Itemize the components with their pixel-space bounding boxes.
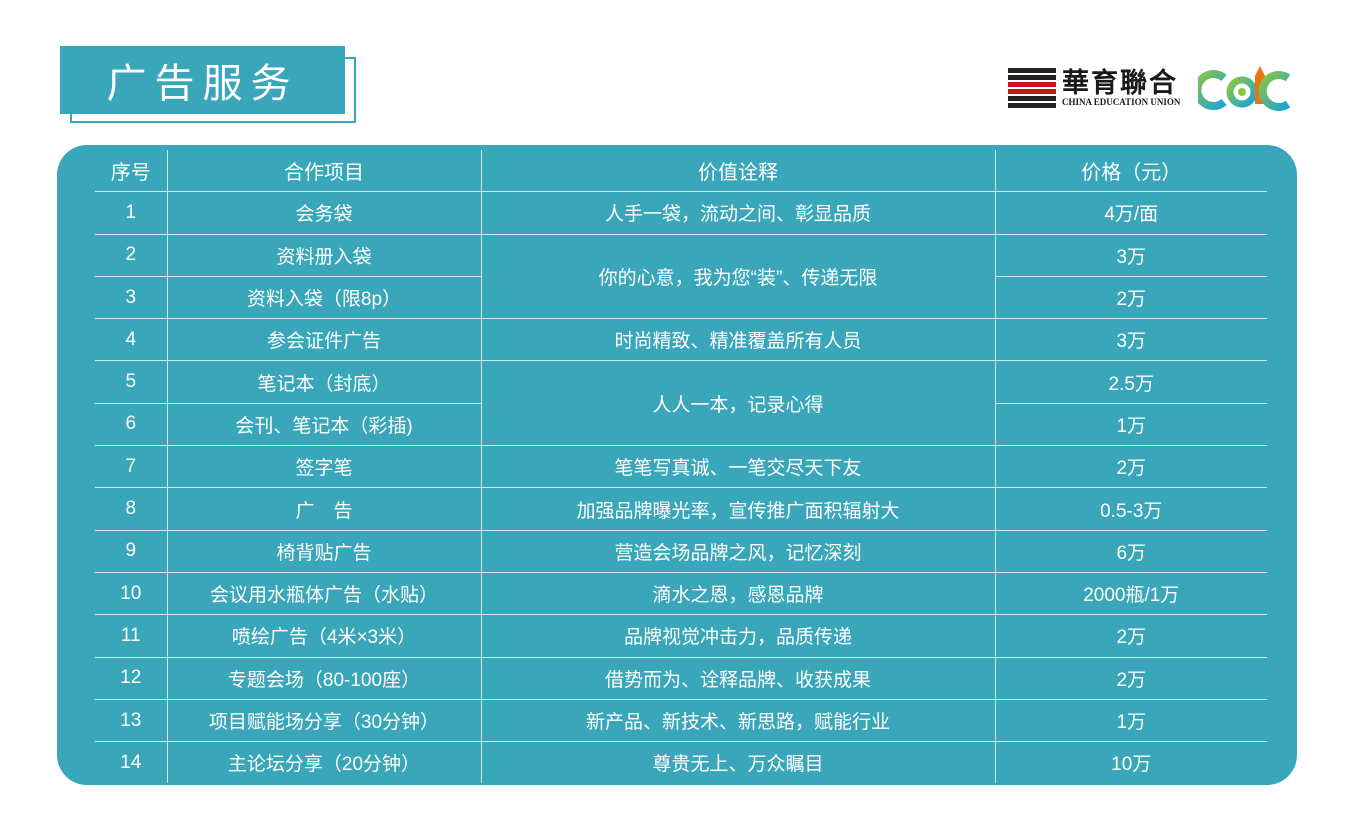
- table-row: 11 喷绘广告（4米×3米） 品牌视觉冲击力，品质传递 2万: [95, 614, 1267, 658]
- row-number: 1: [95, 191, 167, 235]
- row-number: 9: [95, 529, 167, 573]
- price: 2万: [994, 614, 1267, 658]
- table-header-row: 序号 合作项目 价值诠释 价格（元）: [95, 150, 1267, 192]
- table-row: 7 签字笔 笔笔写真诚、一笔交尽天下友 2万: [95, 445, 1267, 488]
- value-description: 营造会场品牌之风，记忆深刻: [480, 529, 995, 573]
- ad-services-table: 序号 合作项目 价值诠释 价格（元） 1 会务袋 人手一袋，流动之间、彰显品质 4万/…: [95, 150, 1267, 784]
- header-price: 价格（元）: [994, 150, 1267, 192]
- cooperation-item: 项目赋能场分享（30分钟）: [166, 698, 481, 742]
- row-number: 12: [95, 656, 167, 700]
- table-row: 4 参会证件广告 时尚精致、精准覆盖所有人员 3万: [95, 318, 1267, 361]
- table-row: 5 笔记本（封底） 人人一本，记录心得 2.5万: [95, 360, 1267, 446]
- ccec-logo-icon: [1198, 66, 1291, 111]
- cooperation-item: 会刊、笔记本（彩插): [166, 402, 481, 446]
- value-description: 品牌视觉冲击力，品质传递: [480, 614, 995, 658]
- china-education-union-logo: 華育聯合 CHINA EDUCATION UNION: [1008, 68, 1180, 108]
- table-row: 2 资料册入袋 你的心意，我为您“装”、传递无限 3万: [95, 233, 1267, 319]
- cooperation-item: 广 告: [166, 487, 481, 531]
- cooperation-item: 喷绘广告（4米×3米）: [166, 614, 481, 658]
- table-row: 12 专题会场（80-100座） 借势而为、诠释品牌、收获成果 2万: [95, 656, 1267, 700]
- cooperation-item: 资料册入袋: [166, 233, 481, 277]
- cooperation-item: 主论坛分享（20分钟）: [166, 741, 481, 784]
- table-row: 9 椅背贴广告 营造会场品牌之风，记忆深刻 6万: [95, 529, 1267, 573]
- price: 2万: [994, 656, 1267, 700]
- value-description: 人手一袋，流动之间、彰显品质: [480, 191, 995, 235]
- table-row: 10 会议用水瓶体广告（水贴） 滴水之恩，感恩品牌 2000瓶/1万: [95, 571, 1267, 615]
- table-row: 1 会务袋 人手一袋，流动之间、彰显品质 4万/面: [95, 191, 1267, 235]
- row-number: 14: [95, 741, 167, 784]
- row-number: 5: [95, 360, 167, 404]
- price: 2000瓶/1万: [994, 571, 1267, 615]
- cooperation-item: 专题会场（80-100座）: [166, 656, 481, 700]
- ad-services-table-panel: 序号 合作项目 价值诠释 价格（元） 1 会务袋 人手一袋，流动之间、彰显品质 4万/…: [57, 145, 1297, 785]
- row-number: 4: [95, 318, 167, 361]
- table-row: 13 项目赋能场分享（30分钟） 新产品、新技术、新思路，赋能行业 1万: [95, 698, 1267, 742]
- price: 3万: [994, 318, 1267, 361]
- cooperation-item: 椅背贴广告: [166, 529, 481, 573]
- value-description: 借势而为、诠释品牌、收获成果: [480, 656, 995, 700]
- row-number: 8: [95, 487, 167, 531]
- cooperation-item: 会议用水瓶体广告（水贴）: [166, 571, 481, 615]
- price: 2万: [994, 445, 1267, 488]
- header-item: 合作项目: [166, 150, 481, 192]
- row-number: 6: [95, 402, 167, 446]
- cooperation-item: 参会证件广告: [166, 318, 481, 361]
- price: 2.5万: [994, 360, 1267, 404]
- value-description: 尊贵无上、万众瞩目: [480, 741, 995, 784]
- row-number: 7: [95, 445, 167, 488]
- value-description: 人人一本，记录心得: [480, 360, 995, 446]
- table-row: 14 主论坛分享（20分钟） 尊贵无上、万众瞩目 10万: [95, 741, 1267, 784]
- logo-cn-text: 華育聯合: [1062, 68, 1178, 98]
- price: 6万: [994, 529, 1267, 573]
- page-title: 广告服务: [60, 46, 345, 114]
- table-row: 6 会刊、笔记本（彩插) 1万: [95, 402, 1267, 446]
- row-number: 13: [95, 698, 167, 742]
- row-number: 3: [95, 275, 167, 319]
- logo-en-text: CHINA EDUCATION UNION: [1062, 97, 1181, 107]
- row-number: 2: [95, 233, 167, 277]
- price: 1万: [994, 698, 1267, 742]
- value-description: 你的心意，我为您“装”、传递无限: [480, 233, 995, 319]
- value-description: 时尚精致、精准覆盖所有人员: [480, 318, 995, 361]
- cooperation-item: 会务袋: [166, 191, 481, 235]
- row-number: 11: [95, 614, 167, 658]
- value-description: 滴水之恩，感恩品牌: [480, 571, 995, 615]
- row-number: 10: [95, 571, 167, 615]
- logo-bars-icon: [1008, 68, 1056, 108]
- header-value: 价值诠释: [480, 150, 995, 192]
- price: 4万/面: [994, 191, 1267, 235]
- table-row: 3 资料入袋（限8p） 2万: [95, 275, 1267, 319]
- price: 3万: [994, 233, 1267, 277]
- price: 0.5-3万: [994, 487, 1267, 531]
- value-description: 加强品牌曝光率，宣传推广面积辐射大: [480, 487, 995, 531]
- value-description: 新产品、新技术、新思路，赋能行业: [480, 698, 995, 742]
- price: 1万: [994, 402, 1267, 446]
- price: 2万: [994, 275, 1267, 319]
- cooperation-item: 资料入袋（限8p）: [166, 275, 481, 319]
- value-description: 笔笔写真诚、一笔交尽天下友: [480, 445, 995, 488]
- cooperation-item: 笔记本（封底）: [166, 360, 481, 404]
- cooperation-item: 签字笔: [166, 445, 481, 488]
- price: 10万: [994, 741, 1267, 784]
- header-no: 序号: [110, 162, 151, 185]
